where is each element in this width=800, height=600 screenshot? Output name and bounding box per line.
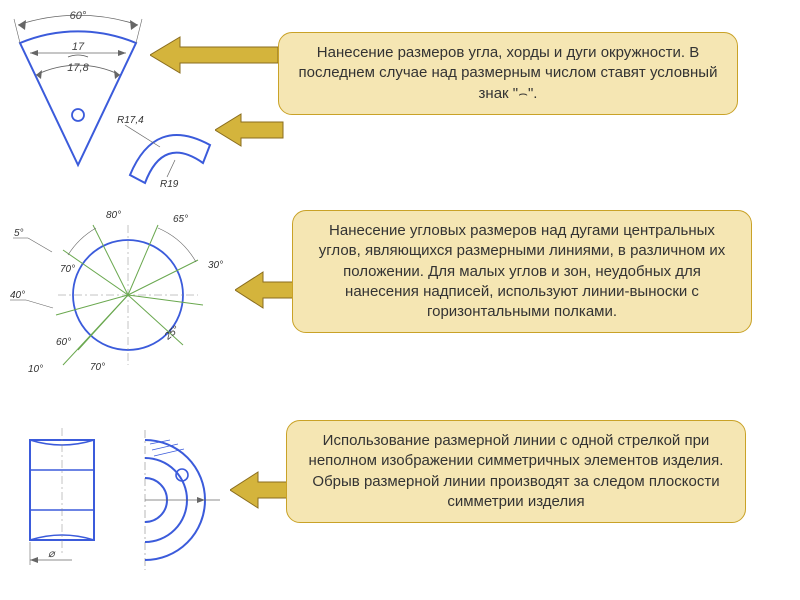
svg-text:60°: 60°	[56, 337, 71, 348]
arrow-callout3	[230, 470, 290, 515]
svg-text:70°: 70°	[90, 362, 105, 373]
svg-text:40°: 40°	[10, 290, 25, 301]
arc-dim-label: 17,8	[67, 62, 89, 74]
arrow-callout1b	[215, 112, 285, 153]
callout1-text: Нанесение размеров угла, хорды и дуги ок…	[299, 44, 718, 102]
diagram-flange-half	[120, 420, 240, 580]
svg-text:5°: 5°	[14, 228, 24, 239]
diagram-nut-side: ⌀	[12, 420, 112, 570]
arrow-callout2	[235, 270, 295, 315]
svg-text:10°: 10°	[28, 364, 43, 375]
svg-text:25°: 25°	[162, 324, 181, 343]
chord-dim-label: 17	[72, 41, 85, 53]
callout-broken-dim-line: Использование размерной линии с одной ст…	[286, 420, 746, 523]
svg-text:30°: 30°	[208, 260, 223, 271]
callout3-text: Использование размерной линии с одной ст…	[309, 432, 724, 510]
r1-label: R17,4	[117, 115, 144, 126]
callout-angle-chord-arc: Нанесение размеров угла, хорды и дуги ок…	[278, 32, 738, 115]
diagram-angular-dims: 5° 80° 65° 40° 70° 30° 60° 70° 10° 25°	[8, 200, 238, 380]
callout2-text: Нанесение угловых размеров над дугами це…	[319, 222, 725, 320]
angle-dim-label: 60°	[70, 10, 87, 22]
diagram-arc-radius: R17,4 R19	[115, 105, 225, 195]
callout-angular-over-arcs: Нанесение угловых размеров над дугами це…	[292, 210, 752, 333]
svg-text:⌀: ⌀	[48, 548, 56, 560]
svg-text:70°: 70°	[60, 264, 75, 275]
r2-label: R19	[160, 179, 179, 190]
arrow-callout1a	[150, 35, 280, 80]
svg-text:80°: 80°	[106, 210, 121, 221]
svg-text:65°: 65°	[173, 214, 188, 225]
